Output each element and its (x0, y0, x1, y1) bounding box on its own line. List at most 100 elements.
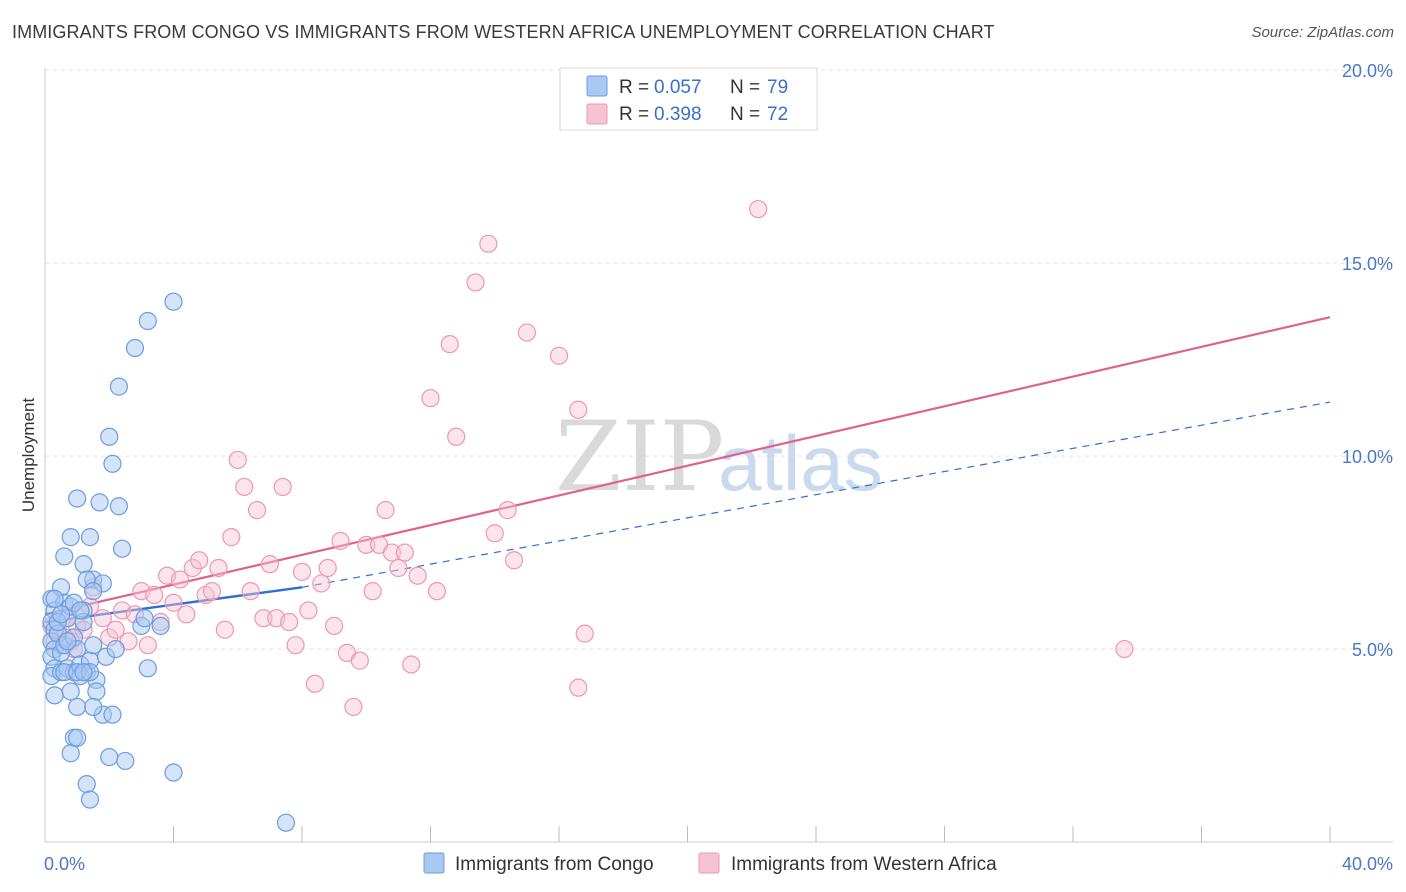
point-western-africa (209, 558, 228, 578)
x-tick-max: 40.0% (1342, 854, 1393, 874)
point-western-africa (273, 477, 292, 497)
point-congo (164, 763, 183, 782)
point-congo (58, 632, 77, 651)
point-western-africa (145, 585, 164, 605)
point-congo (77, 775, 96, 794)
chart-title: IMMIGRANTS FROM CONGO VS IMMIGRANTS FROM… (12, 22, 995, 42)
point-congo (135, 609, 154, 628)
grid-lines: 5.0% 10.0% 15.0% 20.0% (45, 61, 1393, 660)
point-western-africa (286, 636, 305, 655)
point-western-africa (498, 501, 517, 520)
point-congo (100, 427, 119, 446)
bottom-legend-label-wafrica: Immigrants from Western Africa (731, 854, 997, 875)
point-congo (100, 747, 119, 767)
point-western-africa (549, 346, 569, 365)
point-congo (103, 454, 122, 473)
point-western-africa (305, 674, 324, 693)
legend-r-value-2: 0.398 (654, 104, 702, 125)
point-western-africa (138, 636, 157, 655)
watermark-atlas: atlas (718, 419, 883, 507)
point-western-africa (318, 558, 337, 578)
point-western-africa (447, 427, 466, 446)
point-western-africa (202, 582, 222, 601)
legend-r-label-1: R = (619, 77, 649, 98)
point-western-africa (106, 620, 125, 639)
point-congo (90, 493, 109, 512)
point-congo (103, 705, 122, 724)
point-western-africa (402, 655, 421, 674)
point-congo (138, 659, 157, 678)
point-western-africa (254, 609, 273, 628)
series-congo (42, 292, 296, 832)
point-congo (106, 639, 125, 659)
point-western-africa (222, 528, 241, 547)
legend-r-value-1: 0.057 (654, 77, 702, 98)
point-congo (80, 528, 100, 547)
bottom-legend-swatch-congo (423, 852, 445, 874)
point-western-africa (280, 612, 299, 632)
y-tick-label: 10.0% (1342, 447, 1393, 467)
point-western-africa (479, 234, 498, 253)
point-western-africa (331, 531, 350, 551)
point-western-africa (408, 566, 427, 585)
point-congo (84, 697, 103, 717)
point-western-africa (389, 558, 408, 578)
y-tick-label: 20.0% (1342, 61, 1393, 81)
point-western-africa (569, 678, 588, 697)
point-western-africa (440, 335, 459, 354)
point-western-africa (325, 616, 344, 635)
point-western-africa (421, 389, 440, 408)
point-congo (116, 751, 135, 771)
point-western-africa (466, 273, 485, 292)
watermark: ZIP atlas (555, 401, 883, 513)
point-western-africa (344, 697, 363, 717)
point-congo (164, 292, 183, 311)
legend-n-label-1: N = (730, 77, 760, 98)
point-western-africa (504, 551, 524, 570)
point-western-africa (749, 199, 768, 219)
point-congo (74, 663, 93, 682)
legend-swatch-wafrica (586, 103, 608, 125)
point-western-africa (382, 543, 402, 562)
point-western-africa (235, 477, 254, 497)
y-tick-label: 15.0% (1342, 254, 1393, 274)
point-western-africa (190, 551, 209, 570)
point-western-africa (350, 651, 369, 670)
axes (44, 68, 1393, 843)
watermark-zip: ZIP (555, 401, 724, 513)
point-western-africa (1115, 639, 1134, 659)
point-congo (68, 728, 87, 747)
point-congo (138, 311, 157, 331)
legend: R = 0.057 N = 79 R = 0.398 N = 72 (559, 67, 818, 131)
point-western-africa (427, 582, 447, 601)
legend-n-value-1: 79 (767, 77, 788, 98)
bottom-legend-swatch-wafrica (698, 852, 720, 874)
point-western-africa (241, 582, 260, 601)
point-congo (55, 547, 74, 566)
legend-swatch-congo (586, 75, 608, 97)
bottom-legend-label-congo: Immigrants from Congo (455, 854, 654, 875)
x-tick-min: 0.0% (44, 854, 85, 874)
point-western-africa (247, 501, 267, 520)
point-congo (276, 813, 296, 832)
point-western-africa (575, 624, 594, 643)
point-congo (51, 605, 71, 624)
point-western-africa (357, 535, 376, 554)
bottom-legend: Immigrants from Congo Immigrants from We… (423, 852, 997, 875)
point-congo (109, 377, 128, 396)
legend-r-label-2: R = (619, 104, 649, 125)
point-western-africa (215, 620, 234, 639)
point-western-africa (569, 400, 588, 419)
point-congo (109, 497, 128, 516)
point-western-africa (363, 582, 382, 601)
point-congo (61, 528, 80, 547)
y-tick-label: 5.0% (1352, 640, 1393, 660)
trend-line-congo-extension (301, 401, 1331, 588)
point-western-africa (177, 605, 196, 624)
point-congo (71, 601, 90, 620)
point-western-africa (376, 501, 395, 520)
legend-n-label-2: N = (730, 104, 760, 125)
point-congo (45, 589, 64, 608)
source-label: Source: ZipAtlas.com (1251, 24, 1394, 41)
